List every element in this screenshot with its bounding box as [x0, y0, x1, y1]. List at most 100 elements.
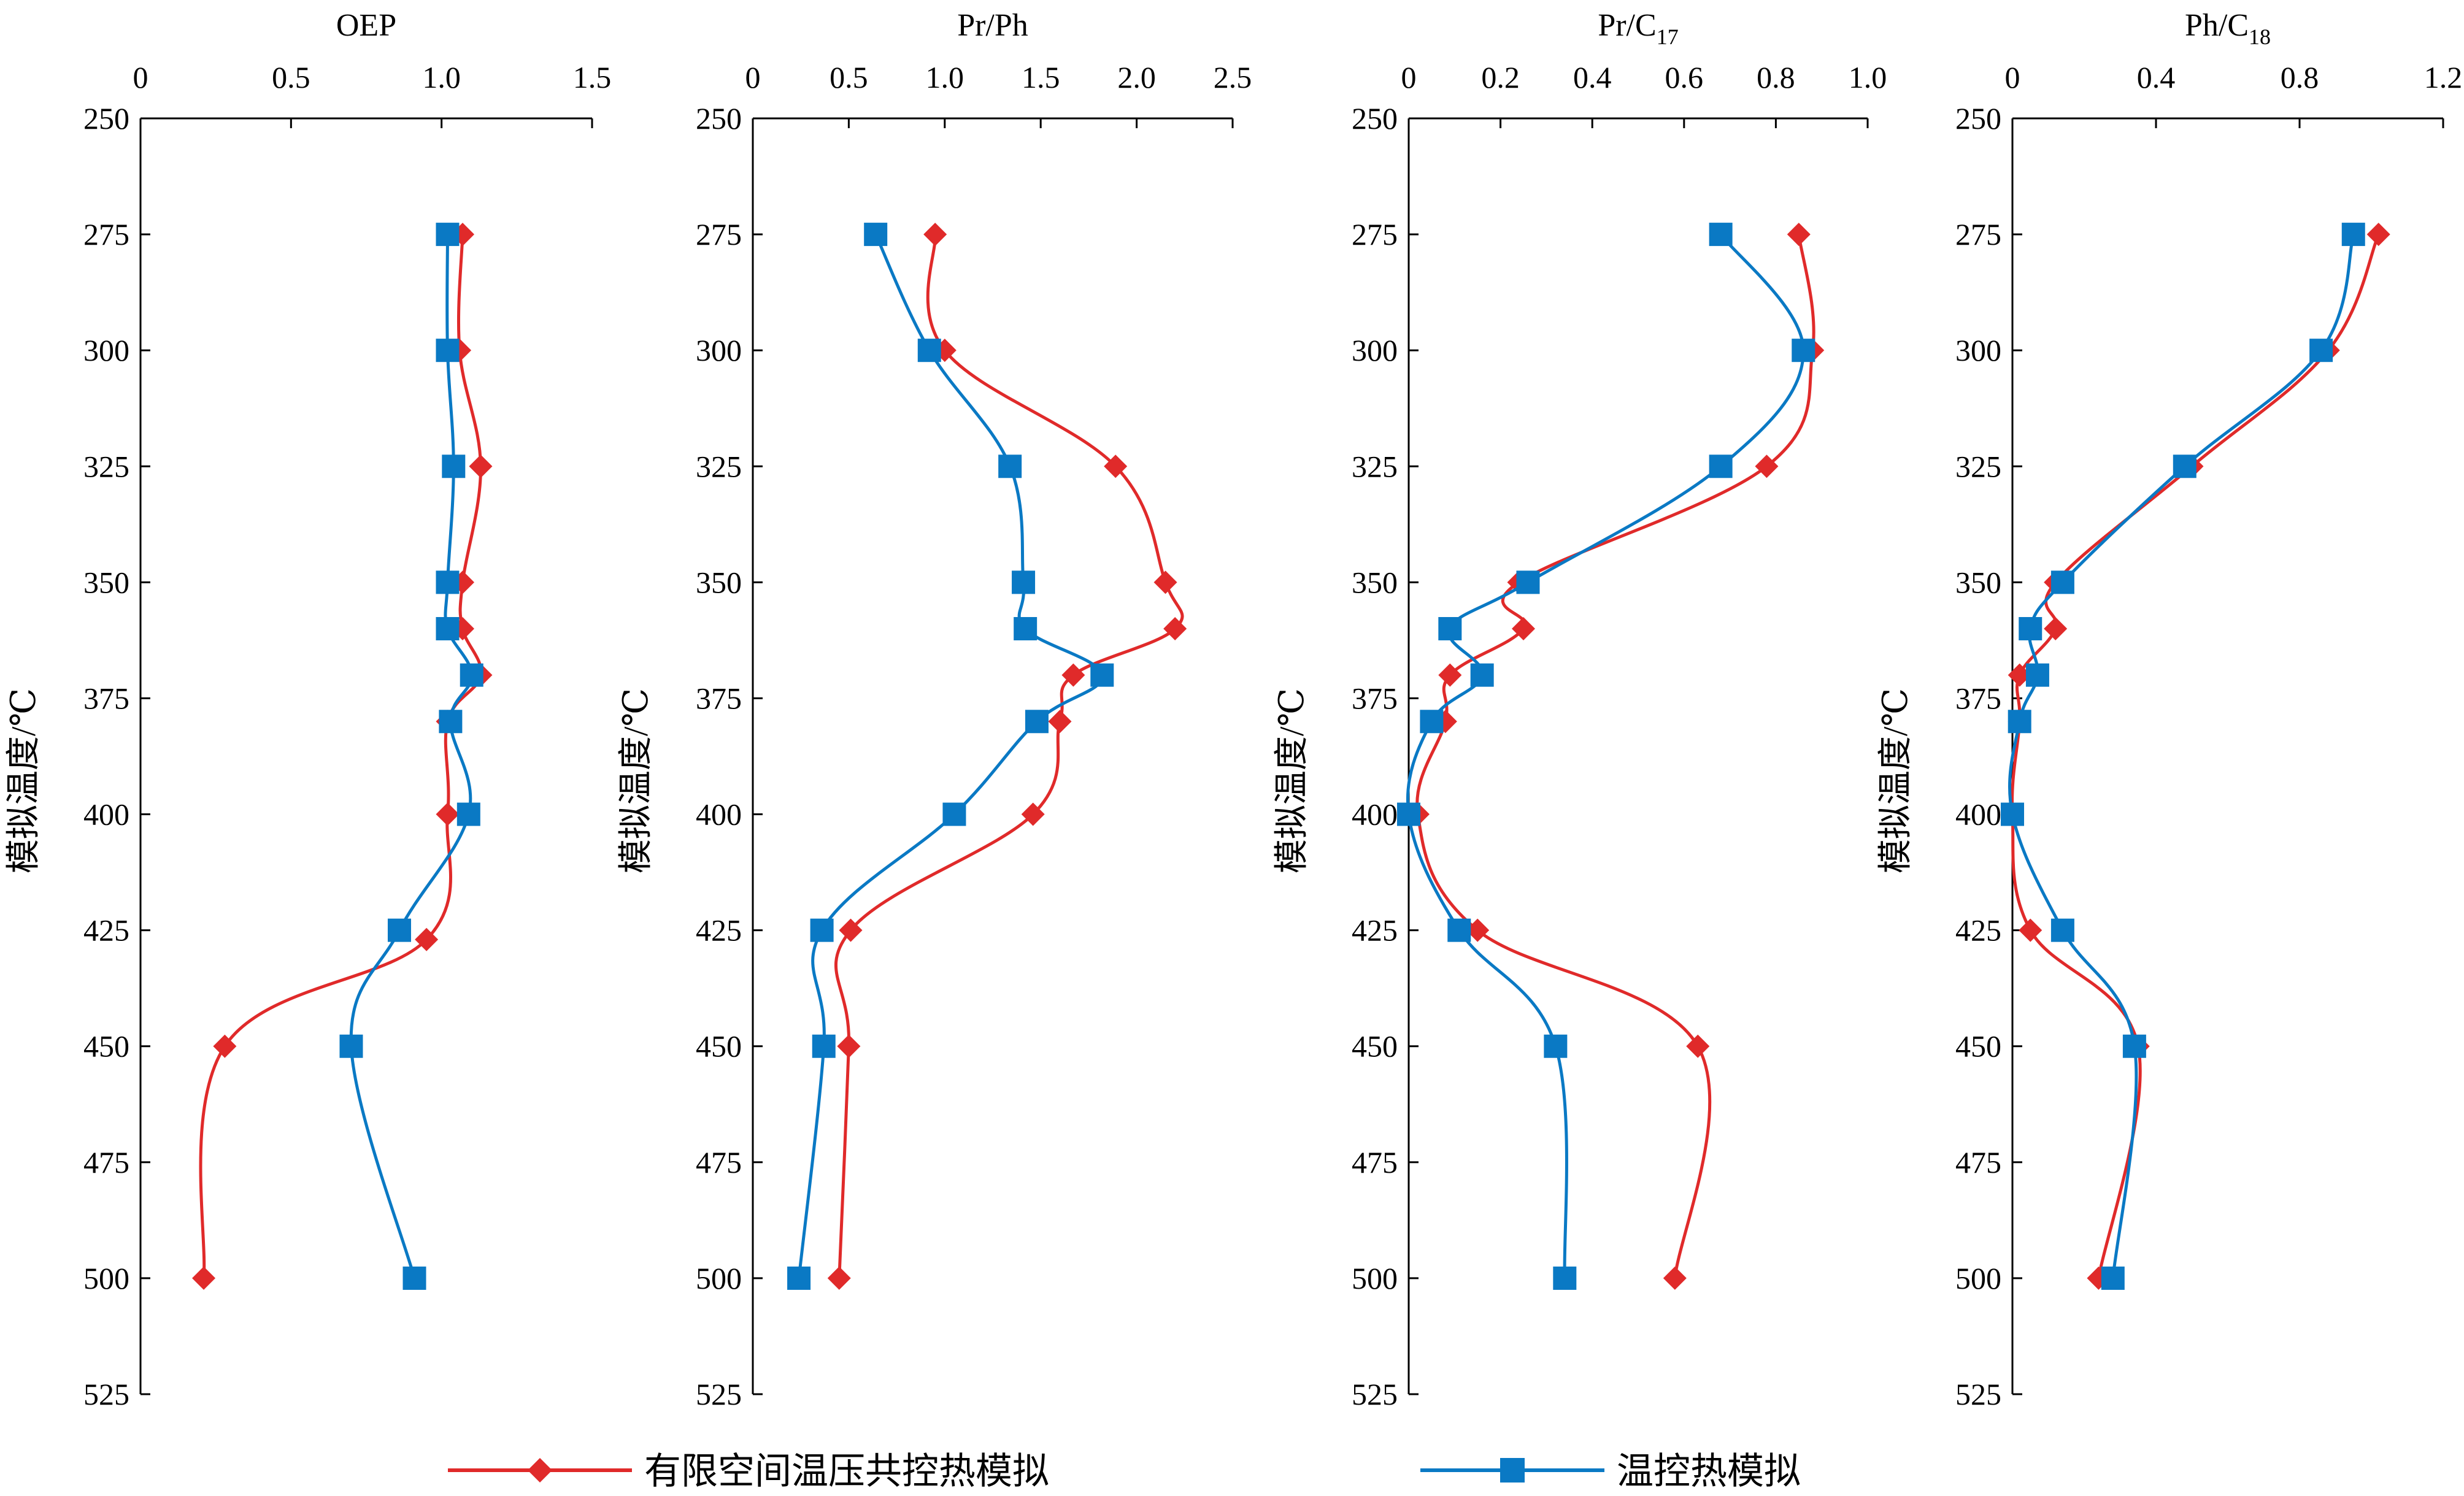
data-point-series-2 [402, 1266, 426, 1290]
data-point-series-2 [436, 223, 460, 247]
data-point-series-2 [2101, 1266, 2125, 1290]
y-tick-label: 350 [1955, 565, 2001, 599]
y-tick-label: 450 [1955, 1029, 2001, 1064]
legend-marker-series-1 [528, 1458, 552, 1483]
data-point-series-1 [1663, 1266, 1687, 1290]
y-tick-label: 425 [696, 913, 742, 948]
data-point-series-1 [1686, 1034, 1710, 1058]
y-tick-label: 275 [1955, 217, 2001, 251]
y-tick-label: 275 [696, 217, 742, 251]
y-tick-label: 400 [83, 797, 129, 832]
panel-title: Pr/Ph [957, 8, 1028, 43]
data-point-series-2 [436, 570, 460, 594]
x-tick-label: 0 [2005, 60, 2020, 94]
panel-2: 250 275 300 325 350 375 400 425 450 475 500 525 0 0.5… [617, 8, 1252, 1411]
data-point-series-1 [1787, 223, 1811, 247]
x-tick-label: 0.8 [2281, 60, 2319, 94]
data-point-series-2 [436, 617, 460, 640]
data-point-series-2 [442, 455, 466, 478]
y-tick-label: 300 [1955, 333, 2001, 367]
data-point-series-1 [837, 1034, 861, 1058]
y-tick-label: 300 [83, 333, 129, 367]
data-point-series-2 [1553, 1266, 1577, 1290]
data-point-series-2 [436, 339, 460, 362]
data-point-series-2 [2050, 570, 2074, 594]
x-tick-label: 2.0 [1117, 60, 1156, 94]
y-tick-label: 350 [83, 565, 129, 599]
data-point-series-1 [2019, 918, 2042, 942]
y-tick-label: 500 [83, 1261, 129, 1295]
data-point-series-2 [2173, 455, 2196, 478]
y-tick-label: 275 [83, 217, 129, 251]
y-tick-label: 375 [1352, 681, 1398, 715]
y-tick-label: 375 [1955, 681, 2001, 715]
y-tick-label: 475 [1955, 1145, 2001, 1180]
y-tick-label: 475 [83, 1145, 129, 1180]
data-point-series-2 [864, 223, 888, 247]
data-point-series-2 [787, 1266, 811, 1290]
x-tick-label: 1.0 [1849, 60, 1887, 94]
x-tick-label: 1.2 [2424, 60, 2463, 94]
x-tick-label: 1.5 [573, 60, 612, 94]
x-tick-label: 0 [133, 60, 148, 94]
data-point-series-1 [923, 223, 947, 247]
y-tick-label: 500 [1352, 1261, 1398, 1295]
y-tick-label: 500 [1955, 1261, 2001, 1295]
x-tick-label: 0 [745, 60, 761, 94]
data-point-series-1 [415, 927, 439, 951]
data-point-series-1 [1755, 455, 1779, 478]
y-axis-title: 模拟温度/℃ [5, 688, 43, 873]
x-tick-label: 0 [1401, 60, 1417, 94]
y-tick-label: 475 [696, 1145, 742, 1180]
data-point-series-2 [1012, 570, 1036, 594]
data-point-series-2 [1470, 663, 1494, 687]
data-point-series-2 [1709, 223, 1733, 247]
data-point-series-2 [2341, 223, 2365, 247]
y-tick-label: 450 [696, 1029, 742, 1064]
series-line-2 [2008, 234, 2355, 1279]
data-point-series-2 [2008, 710, 2031, 734]
x-tick-label: 0.8 [1757, 60, 1795, 94]
data-point-series-1 [2008, 663, 2031, 687]
y-tick-label: 375 [83, 681, 129, 715]
y-tick-label: 350 [696, 565, 742, 599]
data-point-series-2 [439, 710, 463, 734]
y-tick-label: 400 [1955, 797, 2001, 832]
legend-marker-series-2 [1500, 1458, 1525, 1483]
data-point-series-1 [192, 1266, 216, 1290]
data-point-series-1 [1438, 663, 1462, 687]
data-point-series-1 [213, 1034, 237, 1058]
y-tick-label: 425 [1352, 913, 1398, 948]
data-point-series-2 [1014, 617, 1038, 640]
data-point-series-2 [339, 1034, 363, 1058]
data-point-series-2 [2309, 339, 2333, 362]
y-tick-label: 325 [83, 449, 129, 483]
y-tick-label: 300 [696, 333, 742, 367]
y-tick-label: 525 [83, 1377, 129, 1411]
data-point-series-2 [1709, 455, 1733, 478]
y-tick-label: 400 [696, 797, 742, 832]
y-tick-label: 250 [1955, 101, 2001, 136]
series-line-1 [834, 234, 1184, 1279]
y-tick-label: 525 [1955, 1377, 2001, 1411]
data-point-series-2 [1544, 1034, 1568, 1058]
data-point-series-2 [2050, 918, 2074, 942]
data-point-series-1 [1048, 710, 1072, 734]
x-tick-label: 1.0 [926, 60, 964, 94]
series-line-2 [1406, 233, 1805, 1278]
data-point-series-2 [1397, 802, 1420, 826]
series-line-2 [349, 234, 474, 1279]
series-line-2 [797, 234, 1104, 1279]
data-point-series-2 [1025, 710, 1049, 734]
y-tick-label: 300 [1352, 333, 1398, 367]
data-point-series-2 [2025, 663, 2049, 687]
y-tick-label: 500 [696, 1261, 742, 1295]
x-tick-label: 1.5 [1022, 60, 1060, 94]
y-tick-label: 450 [83, 1029, 129, 1064]
y-tick-label: 250 [83, 101, 129, 136]
data-point-series-2 [1447, 918, 1471, 942]
data-point-series-1 [1512, 617, 1535, 640]
data-point-series-1 [2366, 223, 2390, 247]
data-point-series-1 [839, 918, 863, 942]
x-tick-label: 0.5 [830, 60, 868, 94]
